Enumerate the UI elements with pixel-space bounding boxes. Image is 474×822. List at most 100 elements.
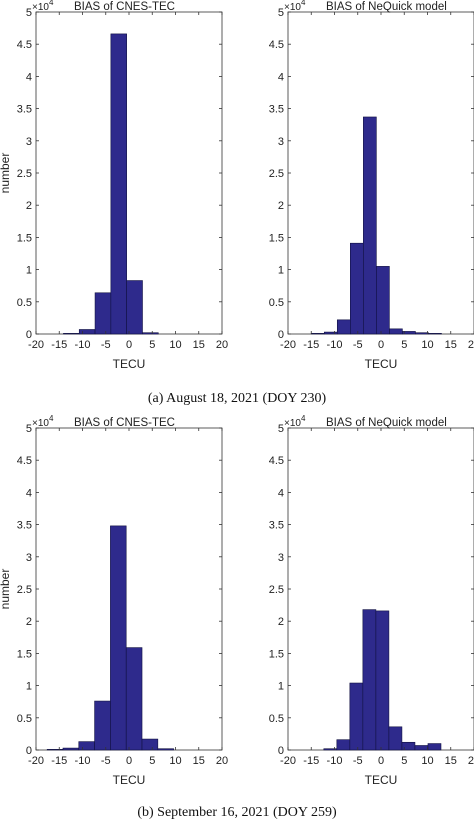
x-tick-label: -20 bbox=[28, 339, 44, 351]
y-tick-label: 2.5 bbox=[269, 584, 284, 596]
y-tick-label: 4.5 bbox=[17, 455, 32, 467]
y-tick-label: 4 bbox=[26, 71, 32, 83]
x-tick-label: 10 bbox=[421, 339, 433, 351]
histogram-bar bbox=[389, 328, 403, 335]
x-tick-label: 15 bbox=[445, 755, 457, 767]
histogram-bar bbox=[336, 739, 351, 751]
y-tick-label: 2 bbox=[26, 616, 32, 628]
y-tick-label: 4.5 bbox=[269, 455, 284, 467]
x-tick-label: 15 bbox=[445, 339, 457, 351]
x-tick-label: -15 bbox=[51, 339, 67, 351]
histogram-bar bbox=[362, 609, 377, 751]
histogram-bar bbox=[142, 332, 159, 335]
chart-title: BIAS of NeQuick model bbox=[326, 417, 447, 429]
x-tick-label: -5 bbox=[101, 755, 111, 767]
x-tick-label: -10 bbox=[327, 755, 343, 767]
x-tick-label: 20 bbox=[468, 755, 474, 767]
x-tick-label: 15 bbox=[193, 339, 205, 351]
y-tick-label: 0 bbox=[278, 745, 284, 757]
y-tick-label: 1.5 bbox=[269, 232, 284, 244]
y-tick-label: 4 bbox=[278, 71, 284, 83]
y-tick-label: 2 bbox=[278, 616, 284, 628]
x-tick-label: 0 bbox=[126, 755, 132, 767]
y-tick-label: 2.5 bbox=[17, 168, 32, 180]
histogram-bar bbox=[375, 610, 390, 751]
x-tick-label: -5 bbox=[353, 339, 363, 351]
y-tick-label: 4.5 bbox=[17, 39, 32, 51]
y-tick-label: 5 bbox=[278, 7, 284, 19]
x-tick-label: -15 bbox=[303, 339, 319, 351]
y-tick-label: 2.5 bbox=[17, 584, 32, 596]
chart-panel-2: -20 -15 -10 -5 0 5 10 15 20 0 0.5 1 1.5 2 2.5 3 3.5 4 4.5 5… bbox=[269, 0, 474, 371]
histogram-bar bbox=[376, 266, 390, 335]
x-axis-label: TECU bbox=[113, 357, 146, 371]
x-tick-label: 0 bbox=[378, 339, 384, 351]
x-tick-label: -20 bbox=[280, 339, 296, 351]
y-scale-factor: ×104 bbox=[284, 0, 306, 13]
chart-panel-4: -20 -15 -10 -5 0 5 10 15 20 0 0.5 1 1.5 2 2.5 3 3.5 4 4.5 5… bbox=[269, 414, 474, 787]
x-tick-label: 5 bbox=[401, 755, 407, 767]
y-tick-label: 5 bbox=[278, 423, 284, 435]
x-tick-label: -15 bbox=[303, 755, 319, 767]
histogram-bar bbox=[126, 280, 143, 335]
histogram-bar bbox=[323, 331, 338, 335]
caption-b: (b) September 16, 2021 (DOY 259) bbox=[137, 805, 337, 820]
chart-panel-3: -20 -15 -10 -5 0 5 10 15 20 0 0.5 1 1.5 2 2.5 3 3.5 4 4.5 5… bbox=[0, 414, 228, 787]
histogram-bar bbox=[94, 292, 112, 335]
y-tick-label: 0 bbox=[26, 745, 32, 757]
y-tick-label: 3 bbox=[278, 136, 284, 148]
histogram-bar bbox=[125, 647, 143, 751]
y-tick-label: 5 bbox=[26, 7, 32, 19]
y-scale-factor: ×104 bbox=[32, 414, 54, 429]
histogram-bar bbox=[63, 333, 80, 335]
caption-a: (a) August 18, 2021 (DOY 230) bbox=[148, 391, 327, 406]
x-tick-label: 5 bbox=[149, 755, 155, 767]
histogram-bar bbox=[428, 333, 442, 335]
x-tick-label: 20 bbox=[468, 339, 474, 351]
histogram-bar bbox=[62, 747, 80, 751]
y-tick-label: 0.5 bbox=[17, 297, 32, 309]
y-tick-label: 0.5 bbox=[17, 713, 32, 725]
x-tick-label: 10 bbox=[169, 339, 181, 351]
chart-title: BIAS of CNES-TEC bbox=[74, 1, 175, 13]
y-tick-label: 3.5 bbox=[269, 104, 284, 116]
chart-panel-1: -20 -15 -10 -5 0 5 10 15 20 0 0.5 1 1.5 2 2.5 3 3.5 4 4.5 5… bbox=[0, 0, 228, 371]
y-tick-label: 5 bbox=[26, 423, 32, 435]
histogram-bar bbox=[157, 748, 174, 751]
x-tick-label: 5 bbox=[401, 339, 407, 351]
chart-title: BIAS of NeQuick model bbox=[326, 1, 447, 13]
y-tick-label: 2 bbox=[278, 200, 284, 212]
histogram-bar bbox=[414, 745, 429, 751]
y-tick-label: 1 bbox=[26, 681, 32, 693]
y-tick-label: 1 bbox=[278, 265, 284, 277]
x-tick-label: -10 bbox=[75, 755, 91, 767]
x-tick-label: -20 bbox=[280, 755, 296, 767]
y-scale-factor: ×104 bbox=[284, 414, 306, 429]
y-scale-factor: ×104 bbox=[32, 0, 54, 13]
y-tick-label: 3 bbox=[278, 552, 284, 564]
x-tick-label: 20 bbox=[216, 755, 228, 767]
x-axis-label: TECU bbox=[365, 357, 398, 371]
x-tick-label: -5 bbox=[353, 755, 363, 767]
histogram-bar bbox=[110, 525, 127, 751]
x-tick-label: 10 bbox=[421, 755, 433, 767]
y-tick-label: 4 bbox=[278, 487, 284, 499]
y-tick-label: 3 bbox=[26, 552, 32, 564]
histogram-bar bbox=[363, 116, 377, 335]
y-tick-label: 4.5 bbox=[269, 39, 284, 51]
x-axis-label: TECU bbox=[113, 773, 146, 787]
y-tick-label: 1 bbox=[26, 265, 32, 277]
x-tick-label: -5 bbox=[101, 339, 111, 351]
histogram-bar bbox=[350, 242, 364, 335]
histogram-bar bbox=[110, 33, 127, 335]
y-tick-label: 3 bbox=[26, 136, 32, 148]
x-axis-label: TECU bbox=[365, 773, 398, 787]
x-tick-label: 20 bbox=[216, 339, 228, 351]
y-tick-label: 2 bbox=[26, 200, 32, 212]
y-tick-label: 1 bbox=[278, 681, 284, 693]
y-tick-label: 0.5 bbox=[269, 297, 284, 309]
x-tick-label: 5 bbox=[149, 339, 155, 351]
chart-title: BIAS of CNES-TEC bbox=[74, 417, 175, 429]
y-tick-label: 4 bbox=[26, 487, 32, 499]
